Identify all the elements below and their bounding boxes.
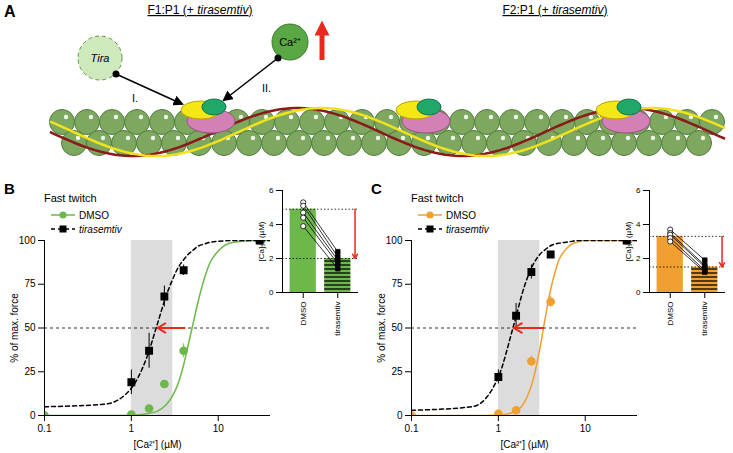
svg-text:50: 50 (24, 322, 36, 333)
svg-text:tirasemtiv: tirasemtiv (333, 302, 342, 336)
svg-text:10: 10 (213, 423, 225, 434)
svg-text:0: 0 (30, 410, 36, 421)
svg-text:50: 50 (391, 322, 403, 333)
svg-text:10: 10 (580, 423, 592, 434)
html-text:tirasemtiv: tirasemtiv (79, 223, 122, 235)
svg-text:6: 6 (269, 186, 274, 195)
svg-text:75: 75 (24, 278, 36, 289)
svg-text:[Ca²⁺] (µM): [Ca²⁺] (µM) (500, 439, 548, 450)
svg-text:1: 1 (496, 423, 502, 434)
html-text:tirasemtiv: tirasemtiv (446, 223, 489, 235)
svg-text:0: 0 (636, 288, 641, 297)
svg-text:100: 100 (386, 235, 403, 246)
svg-text:[Ca²⁺] (µM): [Ca²⁺] (µM) (133, 439, 181, 450)
svg-text:1: 1 (129, 423, 135, 434)
svg-text:0: 0 (397, 410, 403, 421)
svg-text:tirasemtiv: tirasemtiv (700, 302, 709, 336)
svg-text:F2:P1 (+ tirasemtiv): F2:P1 (+ tirasemtiv) (502, 3, 607, 17)
svg-text:A: A (4, 3, 16, 20)
svg-text:[Ca]₅₀ (µM): [Ca]₅₀ (µM) (624, 221, 633, 261)
svg-text:2: 2 (636, 254, 641, 263)
svg-text:100: 100 (19, 235, 36, 246)
svg-text:0.1: 0.1 (405, 423, 419, 434)
svg-text:0.1: 0.1 (38, 423, 52, 434)
html-text:DMSO: DMSO (79, 209, 109, 221)
svg-text:25: 25 (24, 366, 36, 377)
svg-text:2: 2 (269, 254, 274, 263)
svg-text:% of max. force: % of max. force (9, 293, 20, 363)
html-text:DMSO: DMSO (446, 209, 476, 221)
svg-text:[Ca]₅₀ (µM): [Ca]₅₀ (µM) (257, 221, 266, 261)
svg-text:6: 6 (636, 186, 641, 195)
svg-text:75: 75 (391, 278, 403, 289)
svg-text:Tira: Tira (91, 52, 110, 64)
html-text:Fast twitch: Fast twitch (44, 192, 97, 204)
html-text:Fast twitch: Fast twitch (411, 192, 464, 204)
svg-text:I.: I. (132, 92, 138, 104)
svg-text:25: 25 (391, 366, 403, 377)
svg-text:II.: II. (262, 82, 271, 94)
svg-text:% of max. force: % of max. force (376, 293, 387, 363)
html-text:C: C (371, 180, 382, 197)
svg-text:0: 0 (269, 288, 274, 297)
svg-text:DMSO: DMSO (299, 302, 308, 326)
svg-text:4: 4 (269, 220, 274, 229)
svg-text:4: 4 (636, 220, 641, 229)
svg-text:Ca²⁺: Ca²⁺ (279, 36, 301, 48)
html-text:B: B (4, 180, 15, 197)
svg-text:DMSO: DMSO (666, 302, 675, 326)
svg-text:F1:P1 (+ tirasemtiv): F1:P1 (+ tirasemtiv) (147, 3, 252, 17)
